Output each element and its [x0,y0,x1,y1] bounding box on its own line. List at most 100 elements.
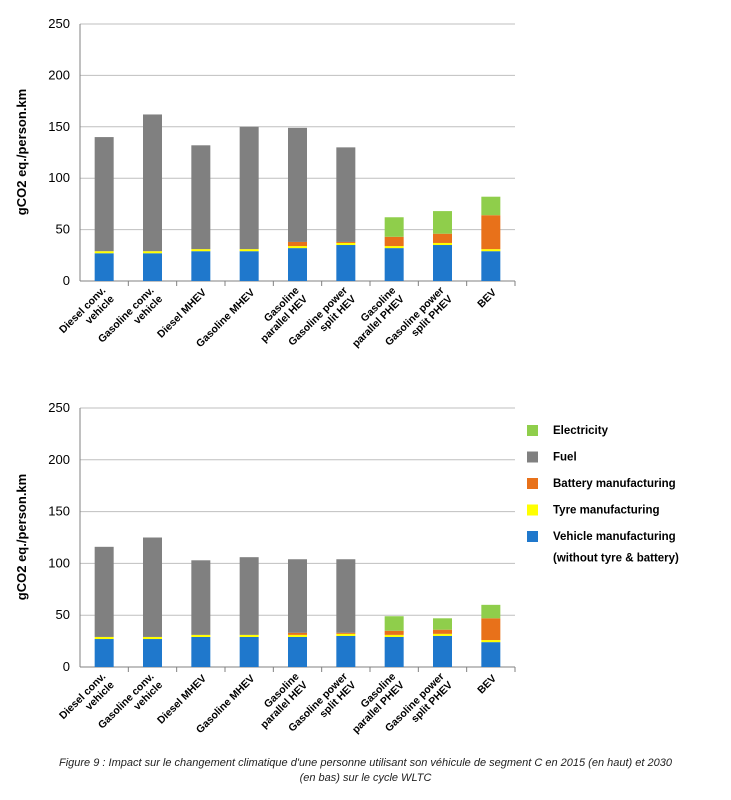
bottom-bar-electricity-7 [384,616,404,631]
chart-2030: 0 50 100 150 200 250 gCO2 eq./person.km Diesel … [14,400,516,736]
bottom-bar-vehicle-manufacturing-2 [143,639,162,667]
bottom-bar-fuel-6 [336,559,356,633]
top-ytick-label: 200 [48,67,70,82]
top-bar-vehicle-manufacturing-2 [143,253,162,281]
bottom-bar-fuel-2 [143,537,162,637]
bottom-bar-vehicle-manufacturing-9 [481,642,501,667]
figure-caption: Figure 9 : Impact sur le changement clim… [0,756,731,786]
top-ytick-label: 0 [63,273,70,288]
top-ytick-label: 100 [48,170,70,185]
bottom-bar-electricity-9 [481,604,501,619]
top-bar-tyre-manufacturing-6 [336,242,356,246]
top-bar-fuel-2 [143,114,162,252]
legend-label-tyre-manufacturing: Tyre manufacturing [553,505,660,517]
top-bar-vehicle-manufacturing-3 [191,251,211,281]
top-bar-electricity-8 [433,211,452,234]
legend-label-battery-manufacturing: Battery manufacturing [553,478,676,490]
chart-2015: 0 50 100 150 200 250 gCO2 eq./person.km Diesel … [14,16,516,350]
top-bar-tyre-manufacturing-1 [94,251,114,254]
bottom-bar-fuel-4 [239,557,259,635]
top-bar-electricity-7 [384,217,404,237]
legend-swatch-battery-manufacturing [527,478,538,489]
top-bar-tyre-manufacturing-9 [481,249,501,252]
bottom-bar-vehicle-manufacturing-8 [433,635,452,667]
category-label-line: Diesel MHEV [155,287,209,341]
top-bar-vehicle-manufacturing-4 [239,251,259,281]
bottom-bar-vehicle-manufacturing-4 [239,636,259,667]
caption-line-1: Figure 9 : Impact sur le changement clim… [59,757,672,769]
top-bar-vehicle-manufacturing-6 [336,245,356,281]
top-bar-fuel-1 [94,137,114,252]
top-bar-vehicle-manufacturing-5 [288,248,307,281]
caption-line-2: (en bas) sur le cycle WLTC [299,772,432,784]
top-bar-battery-manufacturing-8 [433,233,452,243]
top-category-label-3: Diesel MHEV [155,287,209,341]
bottom-ytick-label: 150 [48,504,70,519]
bottom-bar-tyre-manufacturing-3 [191,634,211,637]
top-bar-tyre-manufacturing-2 [143,251,162,254]
bottom-bar-tyre-manufacturing-4 [239,634,259,637]
bottom-bar-fuel-1 [94,546,114,637]
legend-label-vehicle-manufacturing: Vehicle manufacturing [553,531,676,543]
legend-swatch-tyre-manufacturing [527,504,538,516]
top-ytick-label: 150 [48,119,70,134]
legend-label-extra: (without tyre & battery) [553,553,679,565]
category-label-line: BEV [475,287,499,311]
top-bar-fuel-5 [288,127,307,242]
top-bar-fuel-3 [191,145,211,250]
bottom-bar-tyre-manufacturing-2 [143,636,162,640]
top-bar-tyre-manufacturing-4 [239,249,259,252]
legend-label-fuel: Fuel [553,452,577,464]
bottom-y-axis-label: gCO2 eq./person.km [14,474,29,600]
bottom-bar-vehicle-manufacturing-1 [94,639,114,667]
top-bar-vehicle-manufacturing-1 [94,253,114,281]
top-bar-battery-manufacturing-9 [481,215,501,250]
legend-swatch-electricity [527,425,538,436]
bottom-bar-battery-manufacturing-9 [481,618,501,641]
top-bar-electricity-9 [481,196,501,216]
bottom-bar-vehicle-manufacturing-6 [336,635,356,667]
top-bar-tyre-manufacturing-8 [433,242,452,246]
bottom-bar-vehicle-manufacturing-7 [384,636,404,667]
bottom-bar-vehicle-manufacturing-5 [288,636,307,667]
bottom-ytick-label: 250 [48,400,70,415]
legend-swatch-vehicle-manufacturing [527,531,538,542]
top-bar-tyre-manufacturing-3 [191,249,211,252]
category-label-line: BEV [475,673,499,697]
bottom-bar-battery-manufacturing-7 [384,630,404,635]
bottom-ytick-label: 200 [48,452,70,467]
top-bar-tyre-manufacturing-7 [384,246,404,249]
bottom-bar-tyre-manufacturing-5 [288,634,307,637]
top-ytick-label: 50 [56,222,70,237]
bottom-bar-tyre-manufacturing-8 [433,633,452,636]
bottom-ytick-label: 50 [56,607,70,622]
top-y-axis-label: gCO2 eq./person.km [14,89,29,215]
top-bar-vehicle-manufacturing-7 [384,248,404,281]
bottom-bar-tyre-manufacturing-6 [336,633,356,636]
top-bar-battery-manufacturing-5 [288,241,307,247]
bottom-bar-tyre-manufacturing-7 [384,634,404,637]
top-bar-tyre-manufacturing-5 [288,246,307,249]
category-label-line: Diesel MHEV [155,673,209,727]
figure-canvas: 0 50 100 150 200 250 gCO2 eq./person.km Diesel … [14,16,679,736]
top-bar-vehicle-manufacturing-9 [481,251,501,281]
bottom-bar-tyre-manufacturing-1 [94,636,114,640]
top-bar-fuel-4 [239,126,259,250]
bottom-bar-battery-manufacturing-6 [336,632,356,634]
bottom-bar-battery-manufacturing-8 [433,629,452,634]
bottom-bar-vehicle-manufacturing-3 [191,636,211,667]
bottom-category-label-9: BEV [475,673,499,697]
top-bar-battery-manufacturing-7 [384,236,404,247]
bottom-category-label-3: Diesel MHEV [155,673,209,727]
bottom-bar-fuel-5 [288,559,307,633]
bottom-bar-fuel-3 [191,560,211,635]
top-ytick-label: 250 [48,16,70,31]
top-bar-battery-manufacturing-6 [336,241,356,243]
legend-label-electricity: Electricity [553,425,609,437]
legend-swatch-fuel [527,451,538,463]
bottom-bar-electricity-8 [433,618,452,630]
bottom-bar-tyre-manufacturing-9 [481,640,501,643]
legend: Electricity Fuel Battery manufacturing Tyre… [527,425,679,565]
bottom-ytick-label: 0 [63,659,70,674]
bottom-ytick-label: 100 [48,555,70,570]
